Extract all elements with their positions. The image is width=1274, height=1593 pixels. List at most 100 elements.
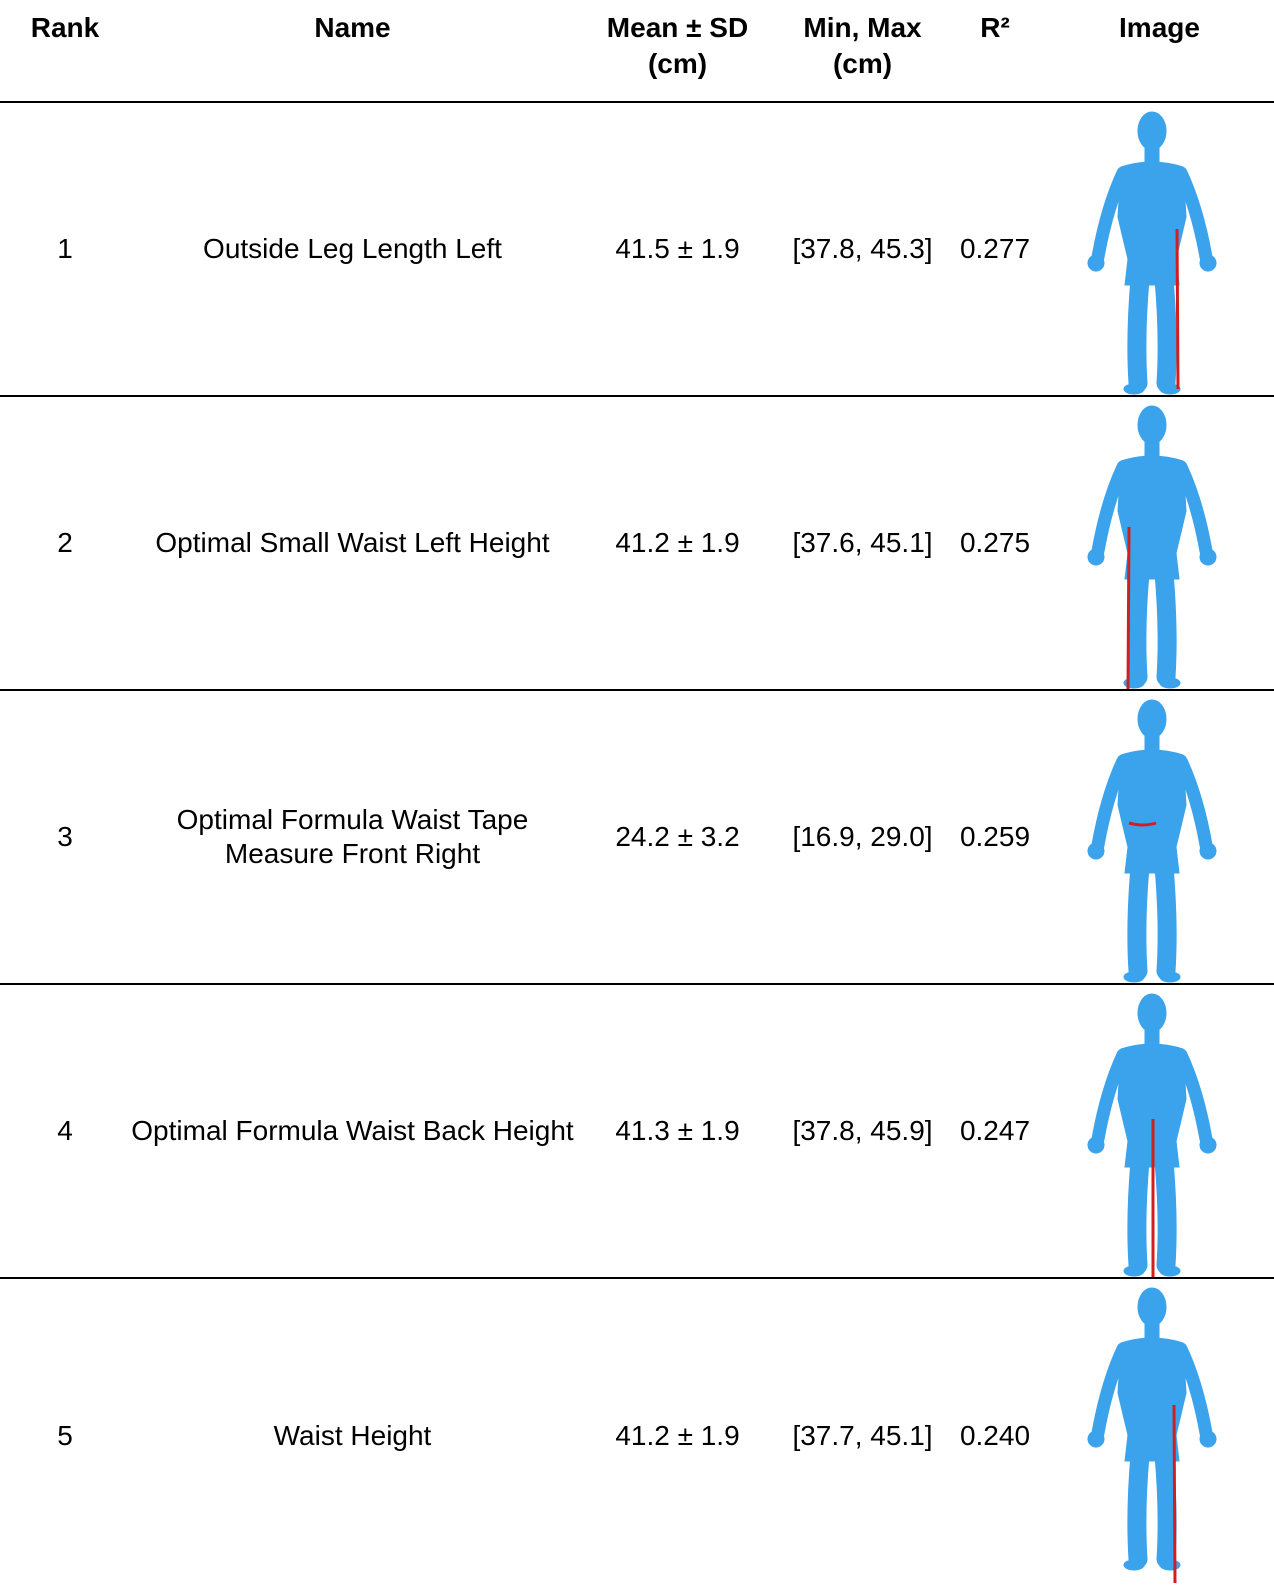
torso [1117, 455, 1187, 580]
range-cell: [37.6, 45.1] [780, 396, 945, 691]
leg [1127, 857, 1150, 981]
table-row: 4 Optimal Formula Waist Back Height 41.3 ±… [0, 984, 1274, 1279]
leg [1127, 269, 1150, 393]
rank-cell: 5 [57, 1419, 73, 1451]
body-figure [1087, 699, 1217, 983]
torso [1117, 161, 1187, 286]
name-cell: Optimal Formula Waist Tape Measure Front… [130, 690, 575, 985]
r2-cell: 0.275 [945, 396, 1045, 691]
name-cell: Waist Height [273, 1419, 432, 1451]
name-cell: Optimal Small Waist Left Height [130, 396, 575, 691]
foot [1159, 971, 1181, 983]
table-row: 5 Waist Height 41.2 ± 1.9 [37.7, 45.1] 0.240 [0, 1278, 1274, 1592]
head [1137, 993, 1167, 1033]
torso [1117, 1337, 1187, 1462]
hand [1087, 842, 1105, 860]
arm [1091, 166, 1130, 264]
rank-cell: 1 [0, 102, 130, 397]
figure [1087, 405, 1217, 689]
image-cell [1045, 690, 1274, 985]
hand [1087, 1430, 1105, 1448]
arm [1091, 754, 1130, 852]
arm [1174, 1342, 1213, 1440]
leg [1154, 1151, 1177, 1275]
header-row: Rank Name Mean ± SD (cm) Min, Max (cm) R² Ima… [0, 0, 1274, 103]
body-figure [1087, 993, 1217, 1277]
image-cell [1045, 102, 1274, 397]
leg [1127, 1445, 1150, 1569]
hand [1087, 1136, 1105, 1154]
figure [1087, 699, 1217, 983]
figure [1087, 1287, 1217, 1571]
image-cell [1045, 396, 1274, 691]
arm [1174, 1048, 1213, 1146]
foot [1159, 1265, 1181, 1277]
rank-cell: 3 [0, 690, 130, 985]
hand [1199, 548, 1217, 566]
image-cell [1045, 1278, 1274, 1592]
name-cell: Outside Leg Length Left [130, 102, 575, 397]
r2-cell: 0.247 [945, 984, 1045, 1279]
torso [1117, 749, 1187, 874]
table-row: 3 Optimal Formula Waist Tape Measure Fron… [0, 690, 1274, 985]
r2-cell: 0.259 [945, 690, 1045, 985]
arm [1091, 460, 1130, 558]
body-figure [1087, 405, 1217, 689]
arm [1174, 460, 1213, 558]
measurement-line [1172, 1404, 1177, 1584]
leg [1154, 1445, 1177, 1569]
foot [1123, 1265, 1145, 1277]
arm [1091, 1342, 1130, 1440]
r2-cell: 0.240 [959, 1419, 1031, 1451]
rank-cell: 2 [0, 396, 130, 691]
image-cell [1045, 984, 1274, 1279]
measurement-line [1126, 526, 1131, 689]
leg [1127, 1151, 1150, 1275]
head [1137, 111, 1167, 151]
foot [1159, 383, 1181, 395]
hand [1199, 1430, 1217, 1448]
mean-cell: 41.2 ± 1.9 [575, 396, 780, 691]
figure [1087, 111, 1217, 395]
body-figure [1087, 111, 1217, 395]
arm [1174, 754, 1213, 852]
table-row: 1 Outside Leg Length Left 41.5 ± 1.9 [37.8,… [0, 102, 1274, 397]
mean-cell: 41.5 ± 1.9 [575, 102, 780, 397]
arm [1174, 166, 1213, 264]
hand [1199, 842, 1217, 860]
range-cell: [37.8, 45.9] [780, 984, 945, 1279]
name-cell: Optimal Formula Waist Back Height [130, 984, 575, 1279]
hand [1199, 254, 1217, 272]
leg [1154, 857, 1177, 981]
column-header: Min, Max (cm) [780, 0, 945, 103]
column-header: Rank [0, 0, 130, 103]
foot [1123, 383, 1145, 395]
foot [1159, 677, 1181, 689]
rank-cell: 4 [0, 984, 130, 1279]
foot [1123, 1559, 1145, 1571]
table-row: 2 Optimal Small Waist Left Height 41.2 ± 1… [0, 396, 1274, 691]
foot [1159, 1559, 1181, 1571]
range-cell: [16.9, 29.0] [780, 690, 945, 985]
torso [1117, 1043, 1187, 1168]
column-header: Mean ± SD (cm) [575, 0, 780, 103]
mean-cell: 41.3 ± 1.9 [575, 984, 780, 1279]
range-cell: [37.7, 45.1] [792, 1419, 933, 1451]
hand [1199, 1136, 1217, 1154]
body-figure [1087, 1287, 1217, 1584]
arm [1091, 1048, 1130, 1146]
leg [1127, 563, 1150, 687]
hand [1087, 548, 1105, 566]
mean-cell: 24.2 ± 3.2 [575, 690, 780, 985]
leg [1154, 269, 1177, 393]
column-header: Image [1045, 0, 1274, 103]
measurement-line [1128, 821, 1157, 827]
leg [1154, 563, 1177, 687]
hand [1087, 254, 1105, 272]
figure [1087, 993, 1217, 1277]
mean-cell: 41.2 ± 1.9 [615, 1419, 740, 1451]
table-body: 1 Outside Leg Length Left 41.5 ± 1.9 [37.8,… [0, 102, 1274, 1592]
